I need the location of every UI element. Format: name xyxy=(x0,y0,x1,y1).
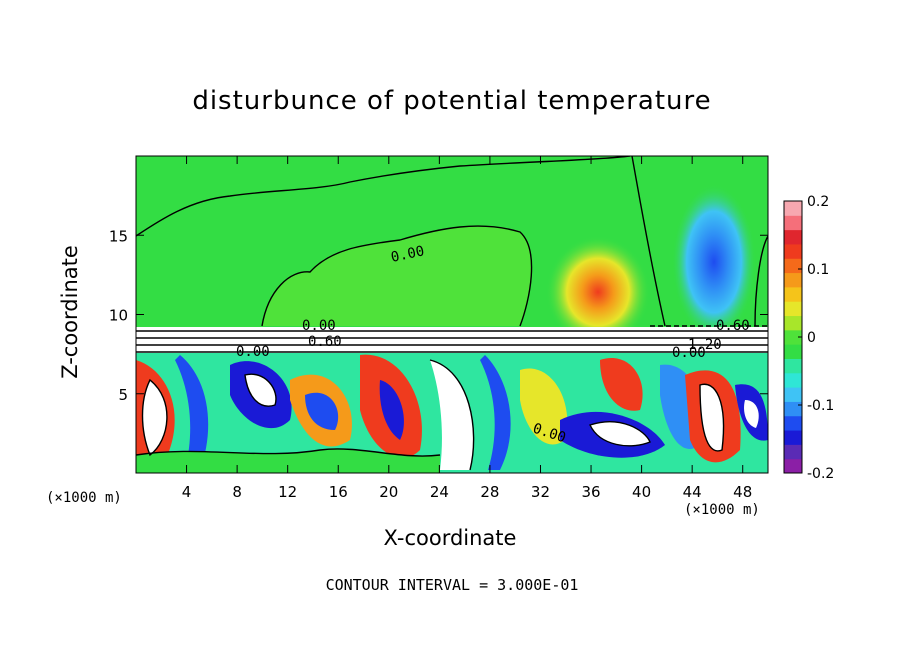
colorbar-swatch xyxy=(784,329,802,345)
colorbar-swatch xyxy=(784,344,802,359)
x-tick-label: 32 xyxy=(531,483,550,501)
y-tick-label: 15 xyxy=(109,227,128,245)
x-tick-label: 16 xyxy=(329,483,348,501)
contour-line xyxy=(136,156,631,237)
contour-label: 0.00 xyxy=(672,345,706,361)
x-axis: 4 8 12 16 20 24 28 32 36 40 44 48 xyxy=(182,156,752,501)
contour-line xyxy=(699,383,725,452)
x-tick-label: 36 xyxy=(581,483,600,501)
colorbar-swatch xyxy=(784,272,802,288)
x-tick-label: 24 xyxy=(430,483,449,501)
colorbar-swatch xyxy=(784,401,802,417)
contour-line xyxy=(631,156,666,327)
x-unit-label: (×1000 m) xyxy=(684,502,760,518)
contour-label: 0.00 xyxy=(390,243,426,266)
contour-line xyxy=(261,225,533,327)
colorbar-swatch xyxy=(784,201,802,216)
contour-lines xyxy=(136,156,768,471)
field-layer xyxy=(136,156,768,473)
contour-label: 1.20 xyxy=(688,337,722,353)
upper-region xyxy=(262,226,532,326)
contour-line xyxy=(141,378,168,457)
colorbar-swatch xyxy=(784,415,802,431)
x-tick-label: 44 xyxy=(683,483,702,501)
colorbar-swatch xyxy=(784,430,802,445)
warm-anomaly xyxy=(546,236,650,348)
cold-anomaly xyxy=(672,184,756,340)
colorbar-tick-label: -0.1 xyxy=(807,398,834,414)
colorbar-tick-label: -0.2 xyxy=(807,466,834,482)
colorbar-swatch xyxy=(784,258,802,274)
contour-label: 0.60 xyxy=(716,318,750,334)
y-unit-label: (×1000 m) xyxy=(46,490,122,506)
contour-label: 0.00 xyxy=(236,344,270,360)
colorbar-tick-label: 0 xyxy=(807,330,816,346)
contour-label: 0.60 xyxy=(308,334,342,350)
colorbar-swatch xyxy=(784,243,802,259)
colorbar-swatch xyxy=(784,229,802,245)
contour-interval-note: CONTOUR INTERVAL = 3.000E-01 xyxy=(325,576,579,594)
turbulent-patches xyxy=(136,354,768,473)
chart-title: disturbunce of potential temperature xyxy=(192,86,712,116)
colorbar-swatch xyxy=(784,358,802,374)
colorbar-swatch xyxy=(784,215,802,231)
y-tick-label: 5 xyxy=(118,386,128,404)
x-tick-label: 12 xyxy=(278,483,297,501)
contour-line xyxy=(429,359,475,471)
colorbar-swatch xyxy=(784,444,802,460)
colorbar-tick-label: 0.1 xyxy=(807,262,829,278)
contour-line xyxy=(589,421,651,447)
contour-label: 0.00 xyxy=(302,318,336,334)
x-tick-label: 48 xyxy=(733,483,752,501)
colorbar-swatch xyxy=(784,301,802,317)
x-tick-label: 8 xyxy=(232,483,242,501)
colorbar-swatch xyxy=(784,387,802,402)
x-tick-label: 28 xyxy=(480,483,499,501)
x-tick-label: 20 xyxy=(379,483,398,501)
x-tick-label: 40 xyxy=(632,483,651,501)
colorbar-swatch xyxy=(784,372,802,388)
contour-line xyxy=(136,448,441,457)
colorbar: 0.2 0.1 0 -0.1 -0.2 xyxy=(783,194,834,482)
colorbar-swatch xyxy=(784,286,802,302)
y-tick-label: 10 xyxy=(109,307,128,325)
colorbar-tick-label: 0.2 xyxy=(807,194,829,210)
contour-line xyxy=(754,235,768,327)
y-axis: 5 10 15 xyxy=(109,227,768,404)
colorbar-swatch xyxy=(784,315,802,331)
contour-line xyxy=(244,373,277,407)
x-tick-label: 4 xyxy=(182,483,192,501)
colorbar-swatch xyxy=(784,458,802,474)
x-axis-label: X-coordinate xyxy=(383,526,517,550)
